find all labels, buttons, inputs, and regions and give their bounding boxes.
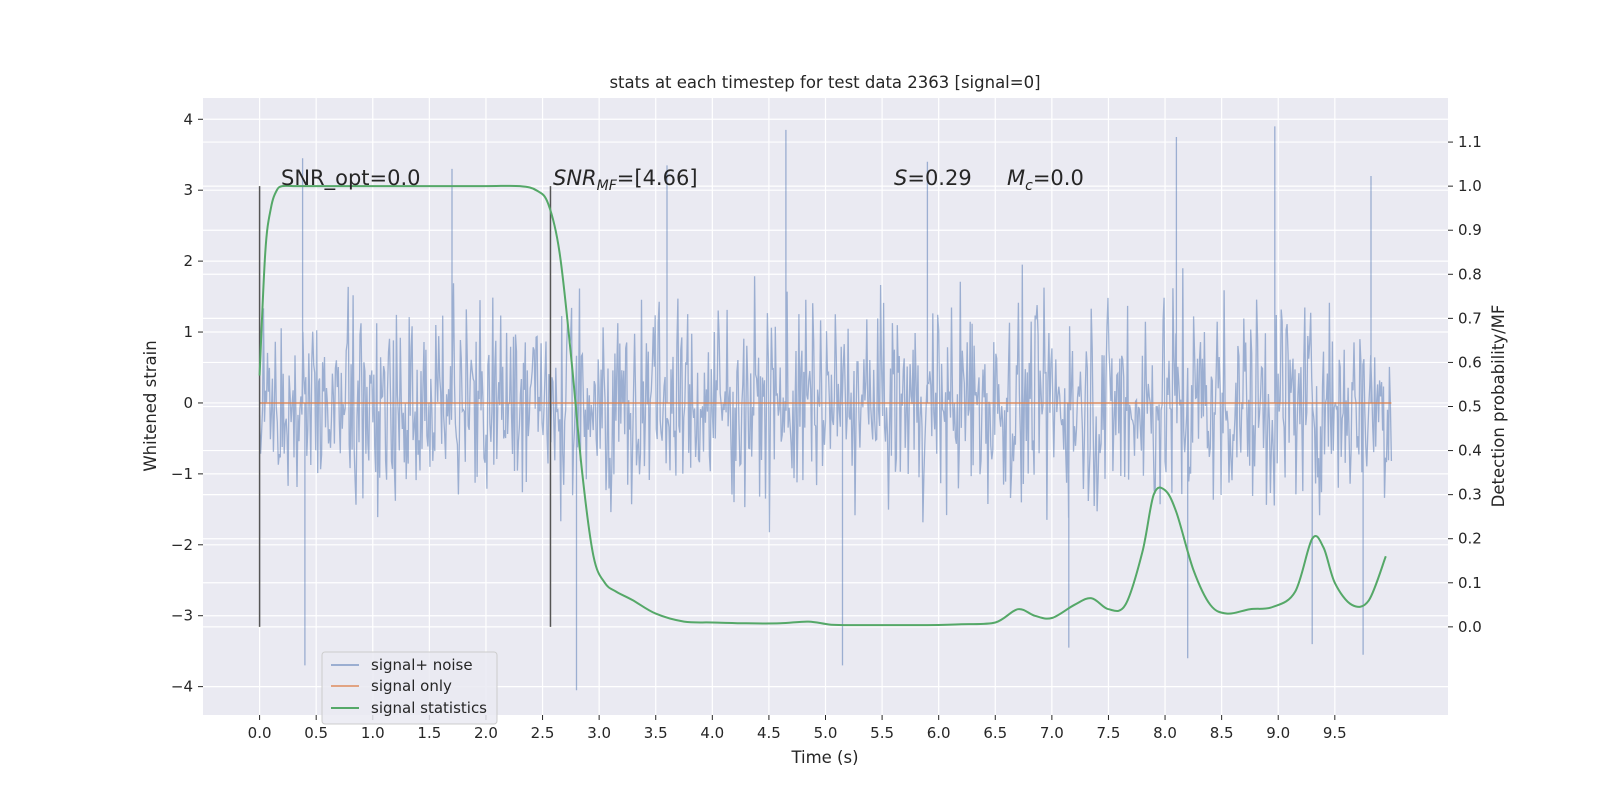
- y-right-tick-label: 0.3: [1458, 486, 1482, 504]
- x-tick-label: 3.0: [587, 724, 611, 742]
- y-left-tick-label: −4: [171, 678, 193, 696]
- legend: signal+ noise signal only signal statist…: [321, 651, 498, 725]
- x-tick-label: 2.5: [531, 724, 555, 742]
- x-tick-label: 7.0: [1040, 724, 1064, 742]
- y-right-tick-label: 0.9: [1458, 221, 1482, 239]
- y-right-tick-label: 0.8: [1458, 265, 1482, 283]
- annotation-s-base: S: [894, 166, 907, 190]
- annotation-mc-value: =0.0: [1033, 166, 1084, 190]
- x-tick-label: 3.5: [644, 724, 668, 742]
- annotation-mc-sub: c: [1025, 178, 1033, 194]
- x-tick-label: 1.0: [361, 724, 385, 742]
- y-left-tick-label: −1: [171, 465, 193, 483]
- y-right-tick-label: 1.0: [1458, 177, 1482, 195]
- x-tick-label: 4.0: [700, 724, 724, 742]
- x-tick-label: 9.5: [1323, 724, 1347, 742]
- x-tick-label: 2.0: [474, 724, 498, 742]
- x-tick-label: 5.5: [870, 724, 894, 742]
- y-left-tick-label: 1: [183, 323, 193, 341]
- lines-layer: [258, 184, 1392, 627]
- y-left-tick-label: −3: [171, 607, 193, 625]
- y-right-tick-label: 0.5: [1458, 398, 1482, 416]
- y-right-tick-label: 0.4: [1458, 442, 1482, 460]
- legend-label-signal-noise: signal+ noise: [371, 656, 473, 674]
- annotation-snr-mf-sub: MF: [597, 178, 618, 194]
- y-left-tick-label: 3: [183, 181, 193, 199]
- series-signal-noise-line: [258, 126, 1393, 691]
- y-right-tick-label: 0.0: [1458, 618, 1482, 636]
- annotation-snr-opt: SNR_opt=0.0: [281, 166, 421, 191]
- annotations: SNR_opt=0.0 SNRMF=[4.66] S=0.29 Mc=0.0: [281, 166, 1084, 194]
- annotation-s-value: =0.29: [907, 166, 971, 190]
- series-signal-statistics-line: [258, 184, 1387, 627]
- x-tick-label: 6.0: [927, 724, 951, 742]
- legend-box: [321, 651, 498, 725]
- annotation-mc: Mc=0.0: [1007, 166, 1084, 194]
- chart-title: stats at each timestep for test data 236…: [609, 73, 1040, 92]
- x-tick-label: 8.0: [1153, 724, 1177, 742]
- annotation-mc-base: M: [1007, 166, 1025, 190]
- annotation-snr-mf: SNRMF=[4.66]: [553, 166, 698, 194]
- x-tick-label: 4.5: [757, 724, 781, 742]
- y-right-tick-label: 0.7: [1458, 309, 1482, 327]
- legend-label-signal-only: signal only: [371, 677, 452, 695]
- y-left-tick-label: −2: [171, 536, 193, 554]
- x-tick-label: 5.0: [814, 724, 838, 742]
- y-right-tick-label: 0.2: [1458, 530, 1482, 548]
- x-tick-label: 6.5: [983, 724, 1007, 742]
- x-tick-label: 7.5: [1097, 724, 1121, 742]
- legend-label-signal-statistics: signal statistics: [371, 699, 487, 717]
- x-tick-label: 1.5: [417, 724, 441, 742]
- y-right-tick-label: 0.1: [1458, 574, 1482, 592]
- y-right-tick-label: 1.1: [1458, 133, 1482, 151]
- ticks-layer: 0.0 0.5 1.0 1.5 2.0 2.5 3.0 3.5 4.0 4.5 5.0 5.5 6.0 6…: [171, 110, 1482, 742]
- y-axis-left-label: Whitened strain: [141, 340, 160, 471]
- annotation-s: S=0.29: [894, 166, 972, 190]
- x-tick-label: 0.0: [248, 724, 272, 742]
- signal-noise-series: [258, 126, 1393, 691]
- x-tick-label: 8.5: [1210, 724, 1234, 742]
- annotation-snr-mf-base: SNR: [553, 166, 597, 190]
- y-left-tick-label: 4: [183, 110, 193, 128]
- x-tick-label: 0.5: [304, 724, 328, 742]
- annotation-snr-mf-value: =[4.66]: [617, 166, 698, 190]
- y-axis-right-label: Detection probability/MF: [1489, 305, 1508, 508]
- y-right-tick-label: 0.6: [1458, 353, 1482, 371]
- y-left-tick-label: 2: [183, 252, 193, 270]
- y-left-tick-label: 0: [183, 394, 193, 412]
- x-tick-label: 9.0: [1266, 724, 1290, 742]
- x-axis-label: Time (s): [790, 748, 858, 767]
